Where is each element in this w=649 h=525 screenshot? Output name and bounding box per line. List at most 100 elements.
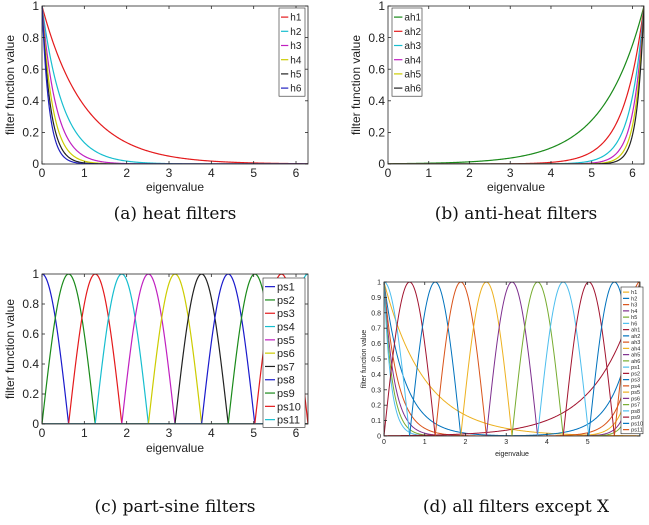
legend-label-h2: h2: [290, 27, 302, 38]
legend-label-ps4: ps4: [631, 384, 640, 390]
legend-label-ah5: ah5: [404, 70, 421, 81]
series-line-ah1: [388, 6, 644, 164]
legend-label-ah2: ah2: [631, 334, 640, 340]
y-tick-label: 0: [32, 417, 39, 431]
y-tick-label: 0.5: [371, 356, 381, 363]
y-tick-label: 1: [32, 267, 39, 281]
y-tick-label: 0.2: [368, 126, 385, 140]
y-tick-label: 0.2: [371, 403, 381, 410]
series-group: [42, 6, 308, 164]
y-tick-label: 0.4: [368, 94, 385, 108]
series-line-ps10: [384, 282, 640, 436]
legend-label-ps11: ps11: [631, 428, 643, 434]
legend-label-ps9: ps9: [631, 415, 640, 421]
axes-box: [41, 273, 309, 425]
x-tick-label: 5: [586, 439, 590, 446]
legend-label-ah1: ah1: [631, 328, 640, 334]
x-tick-label: 0: [382, 439, 386, 446]
legend-label-h5: h5: [631, 315, 637, 321]
y-axis-label: filter function value: [3, 35, 17, 135]
legend: h1 h2 h3 h4 h5 h6: [278, 7, 306, 97]
y-tick-label: 0.7: [371, 326, 381, 333]
series-line-ah1: [384, 282, 640, 436]
y-tick-label: 0.8: [22, 297, 39, 311]
x-tick-label: 6: [293, 166, 300, 180]
x-tick-label: 1: [81, 426, 88, 440]
x-tick-label: 6: [629, 166, 636, 180]
panel-caption: (a) heat filters: [114, 204, 237, 224]
series-line-h2: [42, 6, 308, 164]
legend-label-ps6: ps6: [631, 396, 640, 402]
legend-label-ah2: ah2: [404, 27, 421, 38]
panel-caption: (b) anti-heat filters: [435, 204, 598, 224]
legend-label-ah4: ah4: [631, 346, 640, 352]
y-tick-label: 0.2: [22, 387, 39, 401]
legend-label-ps6: ps6: [277, 348, 295, 360]
y-axis-label: filter function value: [349, 35, 363, 135]
series-line-h4: [384, 282, 640, 436]
series-line-ps2: [384, 282, 640, 436]
x-tick-label: 1: [425, 166, 432, 180]
legend-label-h6: h6: [290, 84, 302, 95]
chart-panel-4: 0 1 2 3 4 5 0 0.1 0.2 0.3 0.4 0.5 0.6 0.7 0.8 0.9 1 eigen…: [361, 279, 644, 517]
legend-label-ps3: ps3: [631, 378, 640, 384]
legend-label-ps8: ps8: [277, 375, 295, 387]
series-line-ps2: [42, 274, 308, 424]
legend-label-ah3: ah3: [404, 41, 421, 52]
legend-label-ps1: ps1: [631, 365, 640, 371]
y-tick-label: 0.6: [22, 327, 39, 341]
y-tick-label: 1: [378, 0, 385, 13]
x-tick-label: 0: [39, 166, 46, 180]
x-tick-label: 3: [166, 166, 173, 180]
series-line-ah4: [384, 282, 640, 436]
y-tick-label: 1: [377, 279, 381, 286]
chart-panel-3: 0 1 2 3 4 5 6 0 0.2 0.4 0.6 0.8 1 eigenvalue filter fu…: [3, 267, 309, 517]
legend-label-ps8: ps8: [631, 409, 640, 415]
legend-box: [278, 7, 306, 97]
series-line-h4: [42, 6, 308, 164]
legend-label-ah1: ah1: [404, 13, 421, 24]
x-axis-label: eigenvalue: [495, 451, 529, 458]
legend-label-ah4: ah4: [404, 55, 421, 66]
x-tick-label: 4: [208, 166, 215, 180]
x-tick-label: 5: [588, 166, 595, 180]
y-tick-label: 0.8: [368, 31, 385, 45]
legend-label-ps10: ps10: [631, 421, 643, 427]
x-tick-label: 5: [250, 166, 257, 180]
y-tick-label: 0.3: [371, 387, 381, 394]
legend-label-h2: h2: [631, 296, 637, 302]
chart-panel-2: 0 1 2 3 4 5 6 0 0.2 0.4 0.6 0.8 1 eigenvalue filter fu…: [349, 0, 645, 224]
y-tick-label: 0.9: [371, 295, 381, 302]
legend-label-ps2: ps2: [631, 371, 640, 377]
series-line-ps9: [384, 282, 640, 436]
x-axis-label: eigenvalue: [146, 441, 204, 455]
y-tick-label: 0: [377, 433, 381, 440]
legend-label-ps7: ps7: [631, 403, 640, 409]
x-tick-label: 2: [123, 166, 130, 180]
legend: ah1 ah2 ah3 ah4 ah5 ah6: [391, 7, 423, 97]
axes-box: [387, 5, 645, 165]
x-tick-label: 4: [545, 439, 549, 446]
legend-label-h3: h3: [631, 303, 637, 309]
axes-box: [41, 5, 309, 165]
y-tick-label: 0.6: [371, 341, 381, 348]
series-group: [388, 6, 644, 164]
panel-caption: (c) part-sine filters: [94, 497, 255, 517]
x-tick-label: 2: [466, 166, 473, 180]
legend-label-ps9: ps9: [277, 388, 295, 400]
legend-label-ah3: ah3: [631, 340, 640, 346]
x-tick-label: 1: [423, 439, 427, 446]
legend-label-h4: h4: [631, 309, 637, 315]
y-tick-label: 0.1: [371, 418, 381, 425]
legend-label-ah5: ah5: [631, 353, 640, 359]
legend-label-ps3: ps3: [277, 308, 295, 320]
y-tick-label: 0: [378, 157, 385, 171]
x-tick-label: 5: [250, 426, 257, 440]
x-tick-label: 3: [166, 426, 173, 440]
x-tick-label: 2: [464, 439, 468, 446]
series-line-ah5: [384, 282, 640, 436]
y-axis-label: filter function value: [361, 330, 368, 388]
legend-label-ps10: ps10: [277, 401, 301, 413]
legend-label-ps2: ps2: [277, 295, 295, 307]
